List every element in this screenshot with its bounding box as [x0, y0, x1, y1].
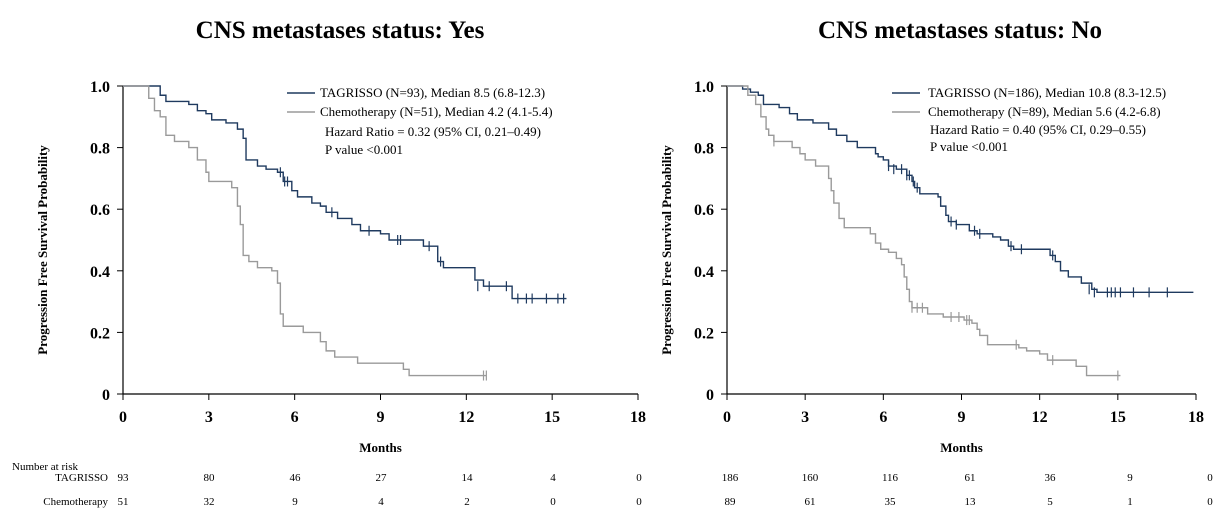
y-tick-label: 0 — [102, 387, 110, 404]
risk-count: 160 — [802, 472, 819, 484]
risk-count: 1 — [1127, 496, 1133, 508]
risk-count: 61 — [805, 496, 816, 508]
x-axis-label: Months — [359, 440, 402, 455]
chart-title: CNS metastases status: Yes — [196, 17, 485, 44]
risk-count: 186 — [722, 472, 739, 484]
x-tick-label: 18 — [1188, 409, 1204, 426]
risk-count: 89 — [725, 496, 737, 508]
y-tick-label: 0.6 — [694, 202, 714, 219]
y-tick-label: 0 — [706, 387, 714, 404]
risk-count: 9 — [1127, 472, 1133, 484]
risk-row-label: TAGRISSO — [55, 472, 108, 484]
chemotherapy-curve — [123, 85, 487, 377]
risk-count: 2 — [464, 496, 470, 508]
panel-cns-no: CNS metastases status: No0 3 6 9 12 15 1800.20… — [659, 17, 1213, 508]
risk-count: 5 — [1047, 496, 1053, 508]
x-tick-label: 6 — [879, 409, 887, 426]
risk-count: 36 — [1045, 472, 1057, 484]
x-tick-label: 0 — [119, 409, 127, 426]
x-tick-label: 15 — [544, 409, 560, 426]
y-tick-label: 0.4 — [90, 264, 110, 281]
legend-entry: Chemotherapy (N=89), Median 5.6 (4.2-6.8… — [928, 104, 1161, 119]
y-tick-label: 1.0 — [694, 79, 714, 96]
y-tick-label: 0.2 — [694, 325, 714, 342]
y-tick-label: 0.8 — [90, 141, 110, 158]
risk-count: 13 — [965, 496, 977, 508]
risk-count: 93 — [118, 472, 130, 484]
panel-cns-yes: CNS metastases status: Yes 0 3 6 9 12 15 18 0 0.2… — [12, 17, 646, 508]
tagrisso-curve — [727, 85, 1194, 294]
y-tick-label: 0.6 — [90, 202, 110, 219]
x-tick-label: 3 — [801, 409, 809, 426]
risk-count: 0 — [550, 496, 556, 508]
risk-count: 46 — [290, 472, 302, 484]
risk-row-label: Chemotherapy — [43, 496, 108, 508]
risk-count: 116 — [882, 472, 899, 484]
legend-entry: Chemotherapy (N=51), Median 4.2 (4.1-5.4… — [320, 104, 553, 119]
risk-count: 14 — [462, 472, 474, 484]
risk-count: 0 — [1207, 496, 1213, 508]
x-tick-label: 15 — [1110, 409, 1126, 426]
risk-count: 4 — [378, 496, 384, 508]
risk-count: 27 — [376, 472, 388, 484]
x-axis-label: Months — [940, 440, 983, 455]
y-tick-label: 0.8 — [694, 141, 714, 158]
hazard-ratio-text: Hazard Ratio = 0.40 (95% CI, 0.29–0.55) — [930, 122, 1146, 137]
risk-count: 0 — [636, 472, 642, 484]
risk-count: 9 — [292, 496, 298, 508]
hazard-ratio-text: Hazard Ratio = 0.32 (95% CI, 0.21–0.49) — [325, 124, 541, 139]
legend-entry: TAGRISSO (N=186), Median 10.8 (8.3-12.5) — [928, 85, 1166, 100]
risk-count: 80 — [204, 472, 216, 484]
y-tick-label: 0.2 — [90, 325, 110, 342]
y-tick-label: 1.0 — [90, 79, 110, 96]
risk-table-heading: Number at risk — [12, 461, 78, 473]
tagrisso-curve — [123, 85, 567, 300]
chart-title: CNS metastases status: No — [818, 17, 1102, 44]
x-tick-label: 12 — [1032, 409, 1048, 426]
legend-entry: TAGRISSO (N=93), Median 8.5 (6.8-12.3) — [320, 85, 545, 100]
risk-count: 61 — [965, 472, 976, 484]
x-tick-label: 12 — [458, 409, 474, 426]
risk-count: 51 — [118, 496, 129, 508]
risk-count: 32 — [204, 496, 215, 508]
x-tick-label: 9 — [958, 409, 966, 426]
risk-count: 0 — [1207, 472, 1213, 484]
y-axis-label: Progression Free Survival Probability — [659, 145, 674, 355]
x-tick-label: 0 — [723, 409, 731, 426]
x-tick-label: 9 — [377, 409, 385, 426]
x-tick-label: 18 — [630, 409, 646, 426]
x-tick-label: 6 — [291, 409, 299, 426]
chemotherapy-curve — [727, 85, 1121, 377]
x-tick-label: 3 — [205, 409, 213, 426]
p-value-text: P value <0.001 — [325, 142, 403, 157]
risk-count: 0 — [636, 496, 642, 508]
p-value-text: P value <0.001 — [930, 139, 1008, 154]
risk-count: 4 — [550, 472, 556, 484]
risk-count: 35 — [885, 496, 897, 508]
y-tick-label: 0.4 — [694, 264, 714, 281]
y-axis-label: Progression Free Survival Probability — [35, 145, 50, 355]
